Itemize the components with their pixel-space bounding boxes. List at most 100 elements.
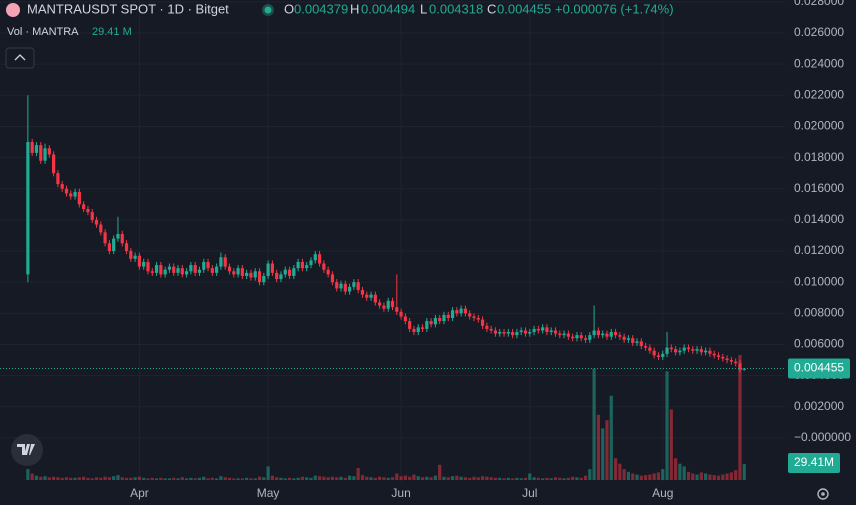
volume-bar — [506, 477, 510, 480]
candle-body — [124, 243, 129, 252]
volume-bar — [129, 477, 133, 480]
candle-body — [442, 314, 446, 322]
volume-bar — [356, 468, 360, 480]
volume-bar — [73, 477, 77, 480]
volume-bar — [562, 478, 566, 480]
volume-bar — [442, 476, 446, 480]
candle-body — [656, 355, 661, 357]
ohlc-value: 0.004494 — [361, 1, 415, 16]
candle-body — [180, 268, 184, 275]
candle-body — [699, 349, 703, 353]
volume-bar — [686, 471, 691, 480]
candle-body — [678, 350, 682, 353]
status-dot — [264, 6, 272, 14]
change: +0.000076 (+1.74%) — [555, 1, 674, 16]
volume-bar — [528, 473, 532, 480]
volume-bar — [455, 475, 459, 480]
candle-body — [300, 261, 305, 269]
volume-bar — [541, 478, 545, 480]
candle-body — [133, 255, 137, 259]
candle-body — [317, 254, 322, 264]
candle-body — [618, 335, 622, 337]
volume-bar — [30, 473, 34, 480]
volume-bar — [468, 477, 472, 480]
volume-bar — [60, 477, 64, 480]
candle-body — [223, 257, 227, 267]
volume-bar — [154, 478, 159, 480]
volume-bar — [313, 475, 317, 480]
candle-body — [154, 265, 159, 273]
volume-bar — [549, 478, 553, 480]
volume-bar — [90, 478, 94, 480]
candle-body — [99, 224, 103, 233]
candle-body — [339, 283, 343, 289]
volume-bar — [176, 478, 180, 480]
volume-bar — [678, 463, 682, 480]
volume-bar — [330, 476, 335, 480]
y-tick-label: −0.000000 — [794, 430, 851, 444]
candle-body — [163, 269, 167, 275]
candle-body — [142, 261, 146, 267]
candle-body — [335, 282, 339, 289]
grid — [0, 0, 785, 482]
candle-body — [588, 335, 592, 340]
volume-bar — [489, 477, 493, 480]
volume-bar — [438, 464, 442, 480]
volume-bar — [523, 477, 528, 480]
candle-body — [395, 307, 399, 312]
volume-bar — [579, 477, 583, 480]
volume-bar — [648, 474, 652, 480]
volume-bar — [403, 475, 407, 480]
volume-bar — [206, 478, 210, 480]
candle-body — [566, 333, 570, 337]
volume-bar — [480, 476, 485, 480]
settings-icon[interactable] — [817, 488, 829, 500]
candle-body — [60, 184, 64, 189]
candle-body — [253, 271, 257, 278]
candle-body — [476, 318, 480, 320]
candle-body — [674, 349, 678, 353]
volume-bar — [613, 458, 618, 480]
collapse-button[interactable] — [5, 47, 35, 69]
volume-bar — [583, 475, 588, 480]
candle-body — [305, 265, 309, 269]
candle-body — [541, 327, 545, 331]
price-badge-label: 0.004455 — [794, 361, 844, 375]
candle-body — [189, 265, 193, 272]
candle-body — [420, 327, 425, 329]
volume-bar — [296, 477, 300, 480]
volume-bar — [236, 478, 240, 480]
candle-body — [227, 266, 232, 272]
candle-body — [356, 282, 360, 290]
candle-body — [176, 268, 180, 273]
volume-bar — [94, 477, 99, 480]
volume-bar — [360, 475, 365, 480]
candle-body — [536, 328, 540, 331]
candle-body — [287, 269, 292, 276]
volume-bar — [712, 475, 716, 480]
volume-bar — [223, 477, 227, 480]
candle-body — [523, 330, 528, 334]
x-tick-label: Apr — [130, 486, 149, 500]
candle-body — [609, 332, 613, 337]
y-tick-label: 0.006000 — [794, 337, 844, 351]
candle-body — [275, 272, 279, 280]
volume-bar — [146, 478, 150, 480]
candle-body — [579, 335, 583, 339]
candle-body — [103, 232, 107, 244]
volume-bar — [309, 477, 313, 480]
candle-body — [708, 350, 712, 354]
volume-badge-label: 29.41M — [794, 455, 834, 469]
candle-body — [107, 243, 111, 252]
volume-bar — [172, 477, 176, 480]
volume-bar — [511, 478, 515, 480]
candle-body — [446, 314, 450, 319]
candle-body — [343, 283, 347, 292]
volume-bar — [652, 473, 656, 480]
candle-body — [352, 282, 356, 287]
y-tick-label: 0.014000 — [794, 212, 844, 226]
candle-body — [429, 321, 433, 325]
volume-bar — [99, 477, 103, 480]
volume-title: Vol · MANTRA — [7, 26, 79, 38]
candle-body — [86, 208, 90, 213]
